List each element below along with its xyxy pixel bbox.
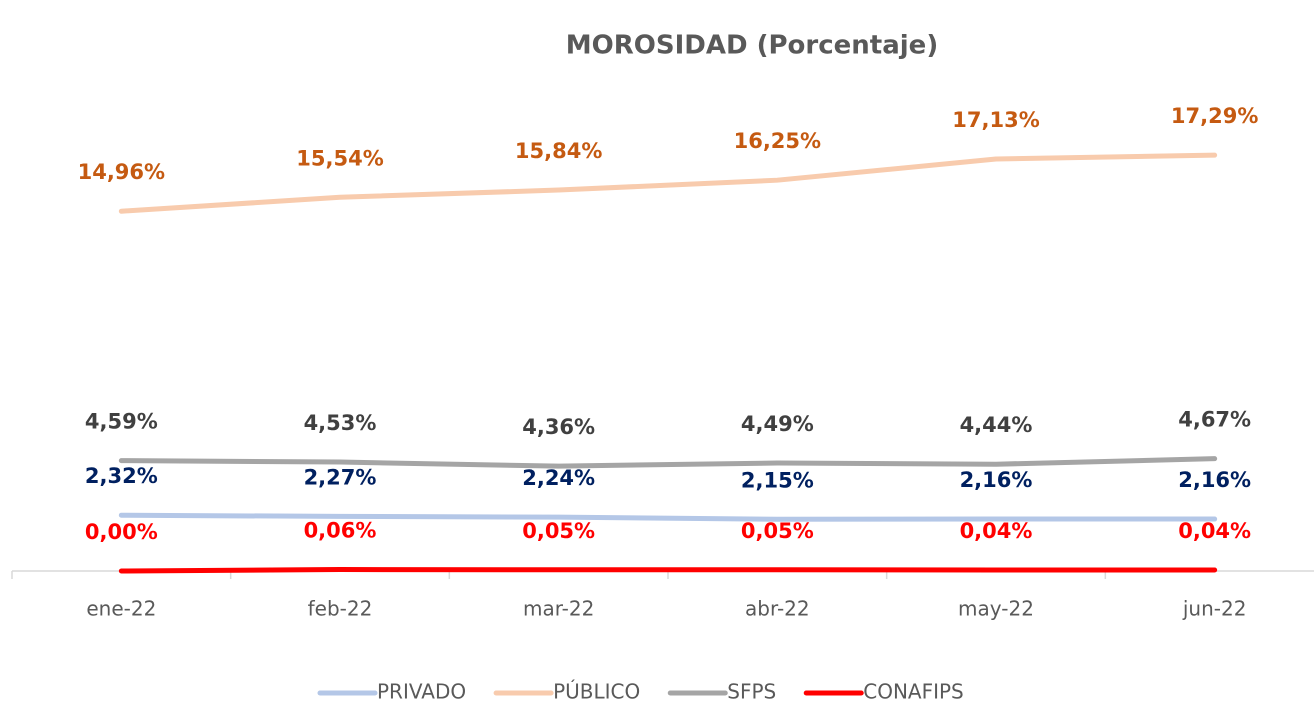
data-label: 4,36% bbox=[522, 415, 595, 439]
series-line bbox=[118, 512, 1218, 522]
data-label: 0,05% bbox=[522, 519, 595, 543]
data-label: 0,00% bbox=[85, 520, 158, 544]
data-label: 4,59% bbox=[85, 410, 158, 434]
data-label: 14,96% bbox=[78, 160, 165, 184]
data-label: 4,67% bbox=[1178, 408, 1251, 432]
data-label: 0,04% bbox=[1178, 519, 1251, 543]
data-label: 2,32% bbox=[85, 464, 158, 488]
data-label: 16,25% bbox=[734, 129, 821, 153]
legend-label: CONAFIPS bbox=[863, 680, 964, 704]
x-tick-label: ene-22 bbox=[86, 597, 156, 621]
data-label: 4,49% bbox=[741, 412, 814, 436]
data-label: 4,44% bbox=[960, 413, 1033, 437]
data-label: 4,53% bbox=[304, 411, 377, 435]
data-label: 0,06% bbox=[304, 519, 377, 543]
legend-label: PRIVADO bbox=[377, 680, 466, 704]
x-tick-label: jun-22 bbox=[1182, 597, 1247, 621]
data-label: 2,16% bbox=[960, 468, 1033, 492]
data-label: 2,16% bbox=[1178, 468, 1251, 492]
series-line bbox=[118, 152, 1218, 214]
x-tick-label: feb-22 bbox=[308, 597, 373, 621]
legend-label: PÚBLICO bbox=[553, 680, 640, 704]
data-label: 15,54% bbox=[296, 146, 383, 170]
series-line bbox=[118, 456, 1218, 469]
data-label: 0,05% bbox=[741, 519, 814, 543]
data-label: 0,04% bbox=[960, 519, 1033, 543]
data-label: 2,15% bbox=[741, 468, 814, 492]
data-label: 17,29% bbox=[1171, 104, 1258, 128]
x-tick-label: may-22 bbox=[958, 597, 1034, 621]
x-tick-label: abr-22 bbox=[745, 597, 810, 621]
data-label: 2,27% bbox=[304, 465, 377, 489]
x-tick-label: mar-22 bbox=[523, 597, 594, 621]
data-label: 17,13% bbox=[952, 108, 1039, 132]
chart-title: MOROSIDAD (Porcentaje) bbox=[566, 31, 938, 61]
series-line bbox=[118, 567, 1218, 574]
legend-label: SFPS bbox=[727, 680, 776, 704]
data-label: 15,84% bbox=[515, 139, 602, 163]
data-label: 2,24% bbox=[522, 466, 595, 490]
